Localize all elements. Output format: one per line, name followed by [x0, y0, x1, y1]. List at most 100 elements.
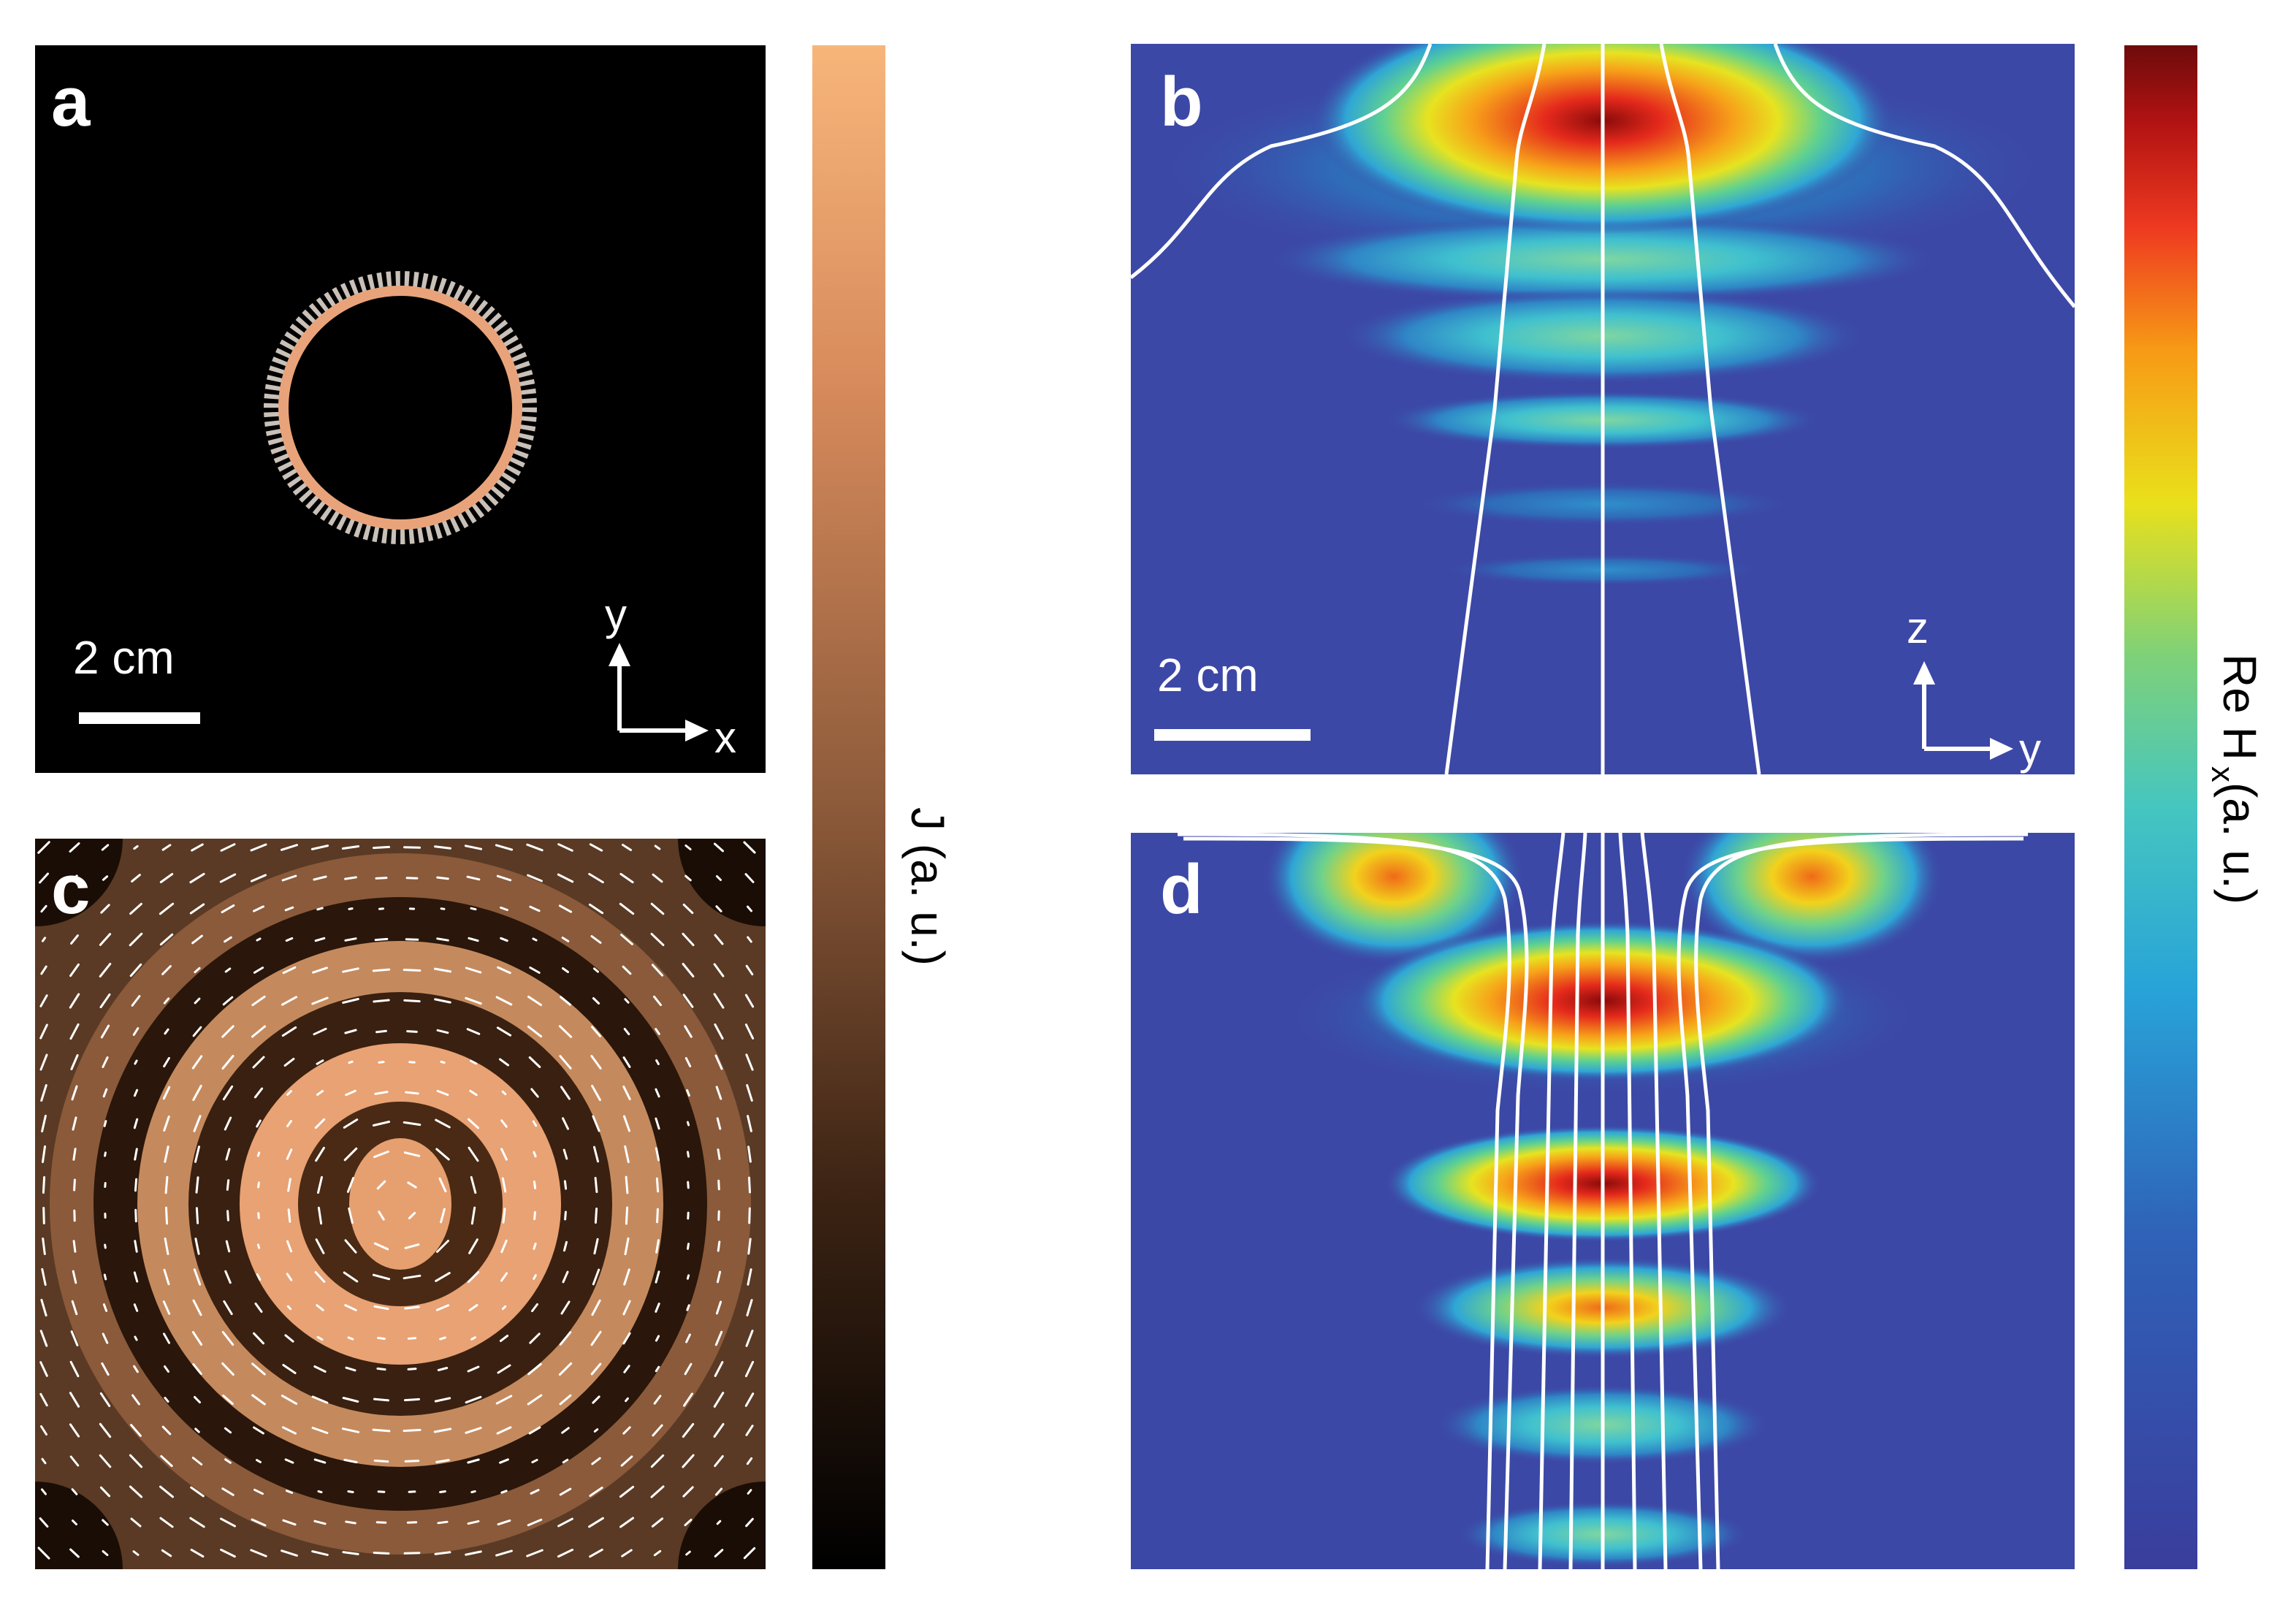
vector-arrow	[495, 844, 514, 851]
vector-arrow	[403, 1151, 421, 1157]
vector-arrow	[71, 1488, 78, 1495]
vector-arrow	[345, 1366, 356, 1372]
vector-arrow	[130, 1424, 142, 1437]
vector-arrow	[682, 1422, 695, 1438]
vector-arrow	[99, 933, 112, 946]
vector-arrow	[284, 906, 294, 912]
vector-arrow	[99, 962, 112, 978]
vector-arrow	[500, 1490, 508, 1494]
vector-arrow	[435, 1118, 451, 1129]
vector-arrow	[99, 1486, 111, 1498]
vector-arrow	[683, 1392, 693, 1407]
vector-arrow	[70, 934, 79, 945]
vector-arrow	[470, 1336, 476, 1341]
vector-arrow	[312, 967, 328, 974]
vector-arrow	[714, 1023, 724, 1040]
vector-arrow	[655, 1147, 660, 1162]
vector-arrow	[316, 907, 324, 911]
vector-arrow	[226, 1210, 229, 1221]
vector-arrow	[374, 1091, 389, 1095]
vector-arrow	[434, 998, 451, 1004]
vector-arrow	[501, 1177, 507, 1193]
vector-arrow	[41, 1488, 47, 1495]
vector-arrow	[39, 1023, 48, 1040]
current-density-map	[35, 839, 766, 1569]
vector-arrow	[499, 1458, 509, 1464]
vector-arrow	[134, 1208, 137, 1223]
vector-arrow	[650, 1485, 665, 1498]
vector-arrow	[192, 1363, 202, 1375]
vector-arrow	[41, 1457, 47, 1465]
vector-arrow	[341, 845, 360, 850]
vector-arrow	[684, 874, 692, 882]
vector-arrow	[558, 1362, 573, 1376]
vector-arrow	[286, 1240, 293, 1253]
vector-arrow	[715, 905, 722, 912]
vector-arrow	[714, 934, 724, 945]
panel-a-scale-label: 2 cm	[73, 631, 175, 684]
vector-arrow	[39, 872, 49, 884]
vector-arrow	[311, 1427, 329, 1434]
vector-arrow	[559, 1487, 572, 1496]
vector-arrow	[256, 1151, 261, 1157]
colorbar-j-title: J (a. u.)	[901, 807, 954, 966]
vector-arrow	[342, 998, 359, 1004]
vector-arrow	[622, 844, 632, 851]
vector-arrow	[434, 1551, 451, 1555]
vector-arrow	[344, 876, 357, 880]
vector-arrow	[500, 1239, 508, 1254]
vector-arrow	[564, 1211, 567, 1221]
field-map-b	[1131, 44, 2075, 774]
vector-arrow	[159, 873, 174, 883]
vector-arrow	[558, 1025, 573, 1038]
vector-arrow	[348, 1207, 354, 1224]
vector-arrow	[39, 1053, 48, 1071]
vector-arrow	[161, 1425, 172, 1436]
vector-arrow	[99, 1422, 112, 1438]
vector-arrow	[40, 965, 47, 975]
panel-a-label: a	[51, 63, 91, 141]
vector-arrow	[286, 1273, 293, 1281]
vector-arrow	[310, 845, 329, 850]
vector-arrow	[162, 1300, 171, 1315]
vector-arrow	[561, 937, 570, 942]
vector-arrow	[42, 1207, 45, 1224]
vector-arrow	[651, 1517, 664, 1528]
vector-arrow	[314, 1271, 326, 1283]
vector-arrow	[623, 1365, 630, 1373]
vector-arrow	[220, 843, 236, 852]
vector-arrow	[347, 1336, 354, 1341]
vector-arrow	[134, 1335, 138, 1341]
vector-arrow	[557, 873, 574, 883]
vector-arrow	[378, 1211, 385, 1221]
vector-arrow	[714, 1487, 723, 1496]
vector-arrow	[682, 903, 694, 915]
colorbar-hx: Re H x(a. u.)	[2124, 45, 2266, 1569]
panel-d-label: d	[1160, 850, 1203, 929]
vector-arrow	[69, 963, 80, 977]
vector-arrow	[467, 1520, 480, 1525]
vector-arrow	[655, 1303, 660, 1313]
panel-b-axis-y: y	[2019, 725, 2041, 774]
vector-arrow	[69, 993, 80, 1009]
vector-arrow	[189, 903, 205, 915]
vector-arrow	[593, 967, 599, 973]
vector-arrow	[589, 1487, 603, 1497]
vector-arrow	[159, 933, 174, 946]
current-vector-field	[37, 841, 756, 1560]
vector-arrow	[404, 1398, 420, 1402]
vector-arrow	[652, 1424, 663, 1437]
vector-arrow	[41, 1267, 47, 1286]
vector-arrow	[559, 1394, 572, 1406]
vector-arrow	[687, 1151, 690, 1158]
vector-arrow	[372, 968, 391, 972]
vector-arrow	[221, 1025, 234, 1038]
vector-arrow	[470, 907, 477, 911]
vector-arrow	[70, 1054, 79, 1070]
panel-b-scale-bar: 2 cm	[1154, 649, 1311, 741]
vector-arrow	[653, 995, 662, 1007]
vector-arrow	[436, 876, 449, 880]
vector-arrow	[592, 1115, 600, 1132]
panel-b: b 2 cm z y	[1131, 44, 2075, 774]
vector-arrow	[189, 1517, 205, 1528]
